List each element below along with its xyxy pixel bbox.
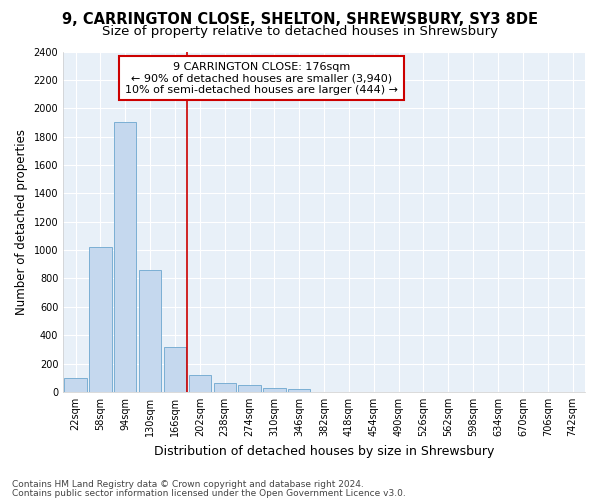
- X-axis label: Distribution of detached houses by size in Shrewsbury: Distribution of detached houses by size …: [154, 444, 494, 458]
- Bar: [214, 384, 236, 392]
- Text: Contains HM Land Registry data © Crown copyright and database right 2024.: Contains HM Land Registry data © Crown c…: [12, 480, 364, 489]
- Bar: [288, 389, 310, 392]
- Bar: [89, 247, 112, 392]
- Bar: [188, 375, 211, 392]
- Bar: [64, 378, 87, 392]
- Bar: [238, 385, 261, 392]
- Text: Contains public sector information licensed under the Open Government Licence v3: Contains public sector information licen…: [12, 488, 406, 498]
- Bar: [164, 346, 186, 392]
- Bar: [263, 388, 286, 392]
- Bar: [114, 122, 136, 392]
- Text: 9 CARRINGTON CLOSE: 176sqm
← 90% of detached houses are smaller (3,940)
10% of s: 9 CARRINGTON CLOSE: 176sqm ← 90% of deta…: [125, 62, 398, 95]
- Bar: [139, 270, 161, 392]
- Text: 9, CARRINGTON CLOSE, SHELTON, SHREWSBURY, SY3 8DE: 9, CARRINGTON CLOSE, SHELTON, SHREWSBURY…: [62, 12, 538, 28]
- Text: Size of property relative to detached houses in Shrewsbury: Size of property relative to detached ho…: [102, 25, 498, 38]
- Y-axis label: Number of detached properties: Number of detached properties: [15, 128, 28, 314]
